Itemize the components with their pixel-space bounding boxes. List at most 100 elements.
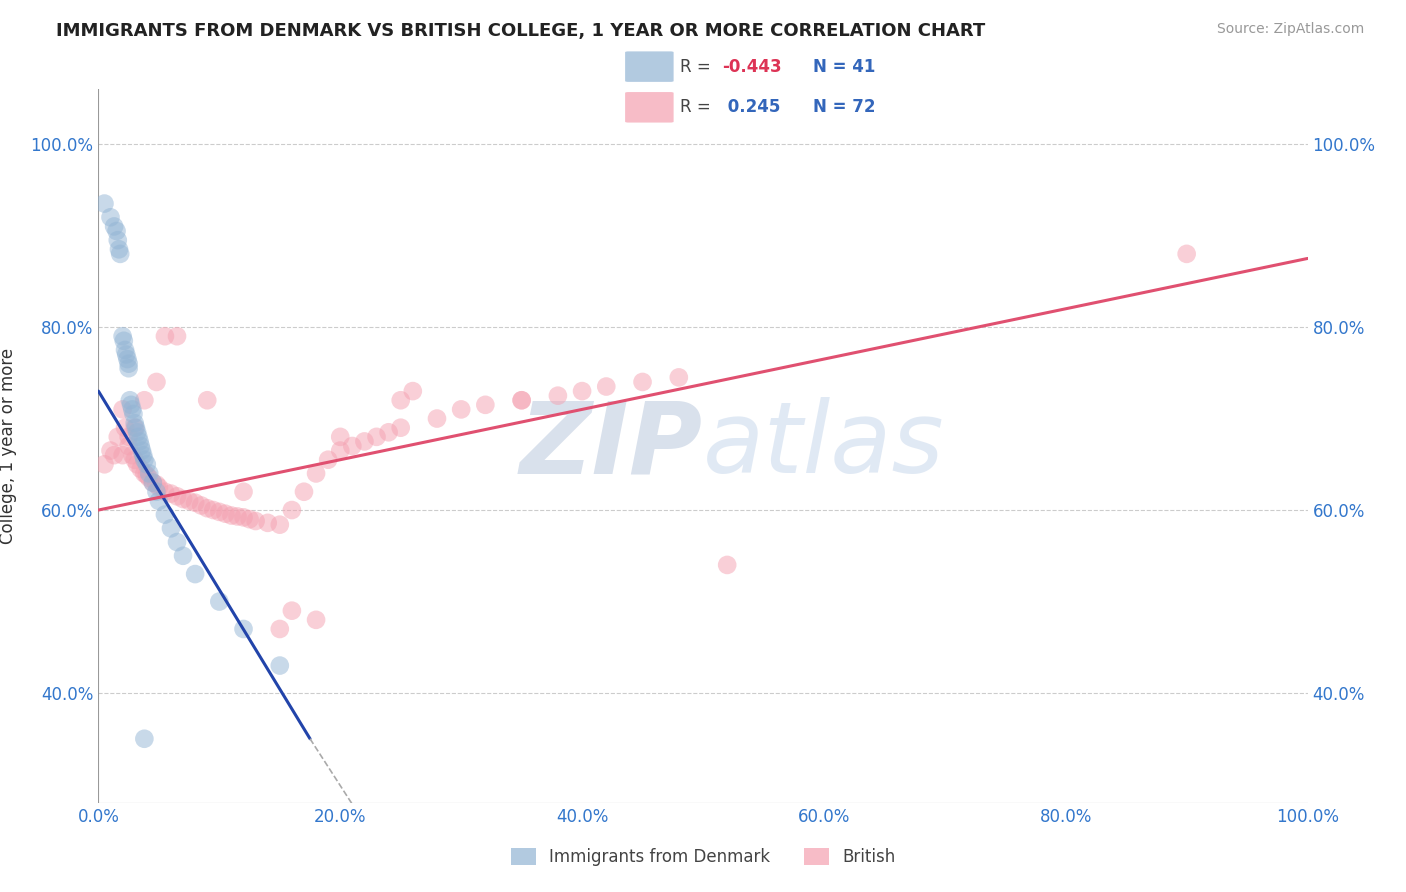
- Point: [131, 443, 153, 458]
- Point: [208, 505, 231, 519]
- Point: [166, 489, 188, 503]
- Point: [426, 411, 449, 425]
- Point: [305, 467, 328, 481]
- Point: [402, 384, 425, 398]
- Point: [631, 375, 654, 389]
- Point: [145, 484, 167, 499]
- Point: [134, 452, 156, 467]
- Point: [112, 334, 135, 348]
- Point: [377, 425, 399, 440]
- Point: [269, 517, 291, 532]
- Point: [389, 420, 412, 434]
- Point: [118, 357, 141, 371]
- Point: [281, 604, 304, 618]
- Text: R =: R =: [681, 98, 711, 116]
- Point: [135, 458, 157, 472]
- Point: [118, 439, 141, 453]
- Point: [232, 484, 254, 499]
- Point: [232, 622, 254, 636]
- Point: [117, 352, 139, 367]
- Point: [160, 486, 183, 500]
- Point: [122, 407, 145, 421]
- Point: [100, 443, 122, 458]
- Point: [121, 448, 143, 462]
- Point: [232, 510, 254, 524]
- Text: N = 72: N = 72: [813, 98, 875, 116]
- Point: [118, 361, 141, 376]
- Point: [195, 393, 218, 408]
- Text: atlas: atlas: [703, 398, 945, 494]
- Point: [595, 379, 617, 393]
- Point: [172, 549, 194, 563]
- Y-axis label: College, 1 year or more: College, 1 year or more: [0, 348, 17, 544]
- Point: [148, 480, 170, 494]
- Point: [547, 389, 569, 403]
- Point: [125, 420, 148, 434]
- Point: [115, 347, 138, 361]
- Point: [93, 196, 115, 211]
- Point: [145, 375, 167, 389]
- Point: [127, 430, 149, 444]
- Point: [118, 430, 141, 444]
- Point: [571, 384, 593, 398]
- Point: [202, 503, 225, 517]
- Point: [105, 224, 128, 238]
- Point: [153, 484, 176, 499]
- Point: [1175, 247, 1198, 261]
- Point: [132, 448, 155, 462]
- Point: [127, 458, 149, 472]
- Point: [329, 443, 352, 458]
- Point: [190, 499, 212, 513]
- Point: [389, 393, 412, 408]
- Point: [153, 329, 176, 343]
- Point: [124, 452, 146, 467]
- Point: [134, 467, 156, 481]
- Point: [148, 494, 170, 508]
- Legend: Immigrants from Denmark, British: Immigrants from Denmark, British: [510, 847, 896, 866]
- Point: [166, 329, 188, 343]
- Point: [269, 622, 291, 636]
- Point: [316, 452, 339, 467]
- Point: [108, 242, 131, 256]
- FancyBboxPatch shape: [626, 52, 673, 82]
- Point: [342, 439, 364, 453]
- Point: [239, 512, 262, 526]
- Point: [111, 402, 134, 417]
- Text: IMMIGRANTS FROM DENMARK VS BRITISH COLLEGE, 1 YEAR OR MORE CORRELATION CHART: IMMIGRANTS FROM DENMARK VS BRITISH COLLE…: [56, 22, 986, 40]
- Point: [179, 494, 201, 508]
- Point: [510, 393, 533, 408]
- Text: Source: ZipAtlas.com: Source: ZipAtlas.com: [1216, 22, 1364, 37]
- Point: [108, 247, 131, 261]
- Point: [134, 731, 156, 746]
- Point: [208, 594, 231, 608]
- Point: [256, 516, 278, 530]
- Point: [450, 402, 472, 417]
- Point: [184, 496, 207, 510]
- Point: [135, 468, 157, 483]
- Point: [716, 558, 738, 572]
- Point: [120, 398, 142, 412]
- Point: [226, 509, 249, 524]
- Point: [510, 393, 533, 408]
- Point: [138, 467, 160, 481]
- Point: [668, 370, 690, 384]
- Point: [138, 471, 160, 485]
- Point: [100, 211, 122, 225]
- Point: [329, 430, 352, 444]
- Point: [127, 425, 149, 440]
- Point: [103, 448, 125, 462]
- Point: [474, 398, 496, 412]
- Point: [172, 491, 194, 506]
- Point: [184, 567, 207, 582]
- Point: [214, 507, 236, 521]
- Point: [366, 430, 388, 444]
- Point: [153, 508, 176, 522]
- Point: [142, 475, 165, 490]
- Point: [160, 521, 183, 535]
- Text: N = 41: N = 41: [813, 58, 875, 76]
- Point: [245, 514, 267, 528]
- Point: [269, 658, 291, 673]
- Point: [129, 439, 152, 453]
- Point: [111, 329, 134, 343]
- Point: [142, 475, 165, 490]
